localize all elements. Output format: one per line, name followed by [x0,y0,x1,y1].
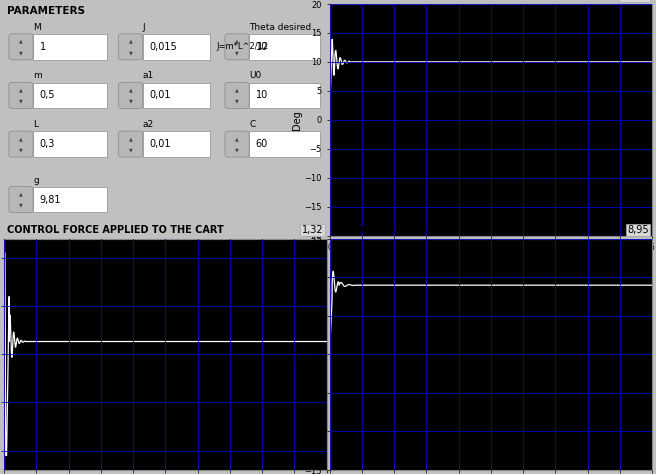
Text: 0,015: 0,015 [149,42,177,52]
FancyBboxPatch shape [225,131,249,157]
Text: ▼: ▼ [19,147,23,152]
FancyBboxPatch shape [249,131,320,157]
Text: ▲: ▲ [236,136,239,141]
Text: MOTION OF CART: MOTION OF CART [333,225,428,235]
Text: J: J [142,23,145,32]
Text: a2: a2 [142,120,154,129]
Text: 0,01: 0,01 [149,139,171,149]
Text: ▲: ▲ [129,136,133,141]
FancyBboxPatch shape [142,131,211,157]
Y-axis label: Deg: Deg [291,110,302,129]
Text: a1: a1 [142,72,154,81]
Text: ▼: ▼ [129,99,133,103]
Text: ▼: ▼ [19,203,23,208]
Text: 9,81: 9,81 [39,195,61,205]
Text: ▲: ▲ [19,39,23,44]
Text: 8,95: 8,95 [627,225,649,235]
Text: ▲: ▲ [19,87,23,92]
FancyBboxPatch shape [142,82,211,108]
Text: CONTROL FORCE APPLIED TO THE CART: CONTROL FORCE APPLIED TO THE CART [7,225,224,235]
Text: ▼: ▼ [129,147,133,152]
FancyBboxPatch shape [33,82,107,108]
Text: PARAMETERS: PARAMETERS [7,6,85,17]
FancyBboxPatch shape [119,131,142,157]
FancyBboxPatch shape [33,131,107,157]
Text: g: g [33,175,39,184]
FancyBboxPatch shape [249,82,320,108]
FancyBboxPatch shape [9,34,33,60]
Text: 10: 10 [256,42,268,52]
FancyBboxPatch shape [33,187,107,212]
Text: ▲: ▲ [19,136,23,141]
FancyBboxPatch shape [9,187,33,213]
Text: ▼: ▼ [19,50,23,55]
X-axis label: sn: sn [485,254,497,264]
Text: ▼: ▼ [129,50,133,55]
FancyBboxPatch shape [33,34,107,60]
FancyBboxPatch shape [249,34,320,60]
FancyBboxPatch shape [9,82,33,109]
Text: ▼: ▼ [236,50,239,55]
Text: M: M [33,23,41,32]
Y-axis label: Cm: Cm [291,346,302,363]
Text: 1,32: 1,32 [302,225,323,235]
Text: ▲: ▲ [129,39,133,44]
FancyBboxPatch shape [225,82,249,109]
Text: J=m*L^2/12: J=m*L^2/12 [217,42,269,51]
Text: ▼: ▼ [236,99,239,103]
Text: 0,5: 0,5 [39,91,55,100]
Text: ▼: ▼ [236,147,239,152]
Text: U0: U0 [249,72,261,81]
FancyBboxPatch shape [119,34,142,60]
FancyBboxPatch shape [142,34,211,60]
Text: 10: 10 [256,91,268,100]
Text: Theta desired: Theta desired [249,23,312,32]
Text: ▼: ▼ [19,99,23,103]
Text: ▲: ▲ [19,191,23,197]
FancyBboxPatch shape [119,82,142,109]
Text: ▲: ▲ [129,87,133,92]
Text: 0,3: 0,3 [39,139,55,149]
Text: C: C [249,120,255,129]
FancyBboxPatch shape [9,131,33,157]
Text: L: L [33,120,38,129]
Text: ▲: ▲ [236,87,239,92]
Text: m: m [33,72,42,81]
Text: 0,01: 0,01 [149,91,171,100]
Text: 1: 1 [39,42,46,52]
FancyBboxPatch shape [225,34,249,60]
Text: 60: 60 [256,139,268,149]
Text: ▲: ▲ [236,39,239,44]
